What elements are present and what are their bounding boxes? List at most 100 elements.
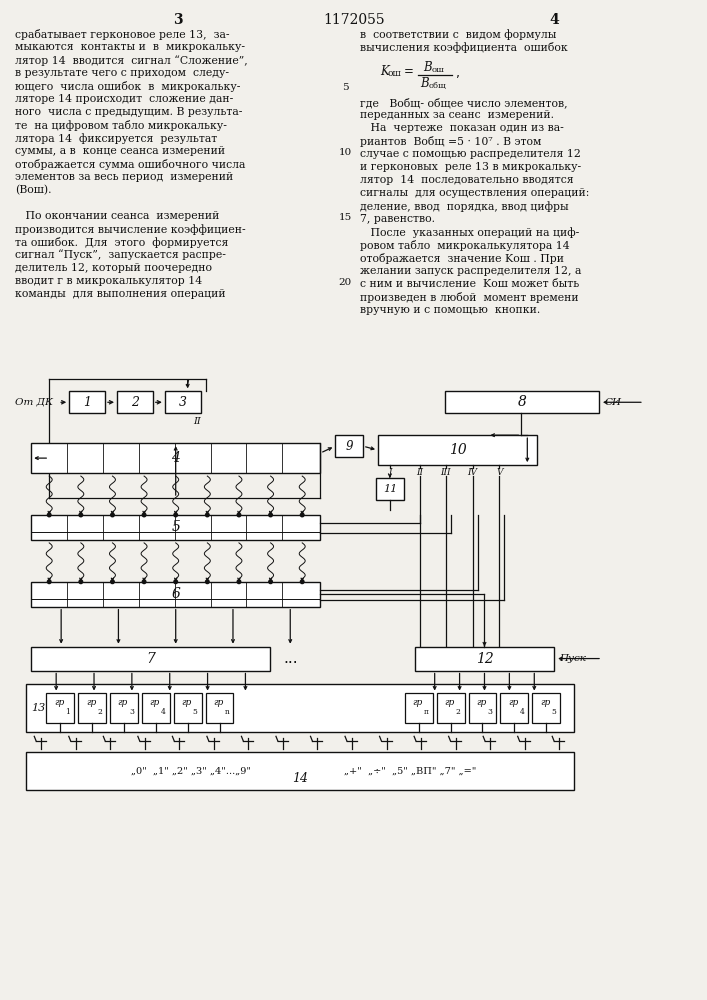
Bar <box>532 693 560 723</box>
Text: n: n <box>225 708 229 716</box>
Bar <box>46 693 74 723</box>
Text: По окончании сеанса  измерений: По окончании сеанса измерений <box>16 211 220 221</box>
Bar <box>26 752 574 790</box>
Text: общ: общ <box>428 82 446 90</box>
Text: п: п <box>423 708 428 716</box>
Bar <box>26 684 574 732</box>
Circle shape <box>206 580 209 584</box>
Text: ош: ош <box>432 66 445 74</box>
Text: сигнал “Пуск”,  запускается распре-: сигнал “Пуск”, запускается распре- <box>16 250 226 260</box>
Text: 4: 4 <box>171 451 180 465</box>
Bar <box>78 693 106 723</box>
Text: 5: 5 <box>171 520 180 534</box>
Text: 4: 4 <box>520 708 524 716</box>
Text: отображается  значение Kош . При: отображается значение Kош . При <box>360 253 564 264</box>
Text: II: II <box>193 417 201 426</box>
Circle shape <box>269 513 272 517</box>
Text: делитель 12, который поочередно: делитель 12, который поочередно <box>16 263 212 273</box>
Text: II: II <box>416 468 423 477</box>
Text: гр: гр <box>445 698 455 707</box>
Text: вручную и с помощью  кнопки.: вручную и с помощью кнопки. <box>360 305 540 315</box>
Text: риантов  Bобщ =5 · 10⁷ . В этом: риантов Bобщ =5 · 10⁷ . В этом <box>360 136 542 147</box>
Text: где   Bобщ- общее число элементов,: где Bобщ- общее число элементов, <box>360 97 568 108</box>
Bar <box>31 582 320 607</box>
Text: производится вычисление коэффициен-: производится вычисление коэффициен- <box>16 224 246 235</box>
Circle shape <box>142 513 146 517</box>
Text: 10: 10 <box>449 443 467 457</box>
Bar <box>117 391 153 413</box>
Bar <box>174 693 201 723</box>
Text: 3: 3 <box>173 13 182 27</box>
Text: 1: 1 <box>65 708 70 716</box>
Text: 5: 5 <box>551 708 556 716</box>
Text: гр: гр <box>413 698 423 707</box>
Text: IV: IV <box>467 468 477 477</box>
Text: ляторе 14 происходит  сложение дан-: ляторе 14 происходит сложение дан- <box>16 94 233 104</box>
Text: 9: 9 <box>345 440 353 453</box>
Circle shape <box>111 513 115 517</box>
Text: гр: гр <box>86 698 96 707</box>
Circle shape <box>111 580 115 584</box>
Text: мыкаются  контакты и  в  микрокальку-: мыкаются контакты и в микрокальку- <box>16 42 245 52</box>
Bar <box>110 693 138 723</box>
Text: ровом табло  микрокалькулятора 14: ровом табло микрокалькулятора 14 <box>360 240 570 251</box>
Text: 6: 6 <box>171 587 180 601</box>
Circle shape <box>237 513 241 517</box>
Text: гр: гр <box>214 698 223 707</box>
Bar <box>165 391 201 413</box>
Text: СИ: СИ <box>605 398 622 407</box>
Text: и герконовых  реле 13 в микрокальку-: и герконовых реле 13 в микрокальку- <box>360 162 581 172</box>
Text: 20: 20 <box>339 278 351 287</box>
Text: переданных за сеанс  измерений.: переданных за сеанс измерений. <box>360 110 554 120</box>
Text: Пуск: Пуск <box>559 654 586 663</box>
Circle shape <box>174 513 177 517</box>
Text: срабатывает герконовое реле 13,  за-: срабатывает герконовое реле 13, за- <box>16 29 230 40</box>
Text: гр: гр <box>150 698 160 707</box>
Text: 7: 7 <box>146 652 156 666</box>
Text: деление, ввод  порядка, ввод цифры: деление, ввод порядка, ввод цифры <box>360 201 568 212</box>
Bar <box>142 693 170 723</box>
Text: 15: 15 <box>339 213 351 222</box>
Text: лятор 14  вводится  сигнал “Сложение”,: лятор 14 вводится сигнал “Сложение”, <box>16 55 248 66</box>
Text: 8: 8 <box>518 395 526 409</box>
Text: случае с помощью распределителя 12: случае с помощью распределителя 12 <box>360 149 581 159</box>
Text: На  чертеже  показан один из ва-: На чертеже показан один из ва- <box>360 123 563 133</box>
Text: =: = <box>404 65 414 78</box>
Text: 1172055: 1172055 <box>323 13 385 27</box>
Circle shape <box>79 513 83 517</box>
Bar <box>469 693 496 723</box>
Text: I: I <box>186 379 189 388</box>
Circle shape <box>174 580 177 584</box>
Text: 10: 10 <box>339 148 351 157</box>
Text: вычисления коэффициента  ошибок: вычисления коэффициента ошибок <box>360 42 568 53</box>
Bar <box>69 391 105 413</box>
Text: 14: 14 <box>292 772 308 785</box>
Text: гр: гр <box>508 698 518 707</box>
Bar <box>335 435 363 457</box>
Circle shape <box>269 580 272 584</box>
Text: После  указанных операций на циф-: После указанных операций на циф- <box>360 227 579 238</box>
Text: те  на цифровом табло микрокальку-: те на цифровом табло микрокальку- <box>16 120 227 131</box>
Bar <box>31 647 270 671</box>
Text: „+"  „÷"  „5" „ВП" „7" „=": „+" „÷" „5" „ВП" „7" „=" <box>344 767 476 776</box>
Text: гр: гр <box>540 698 550 707</box>
Circle shape <box>142 580 146 584</box>
Text: 4: 4 <box>549 13 559 27</box>
Text: 11: 11 <box>382 484 397 494</box>
Text: 5: 5 <box>192 708 197 716</box>
Text: ного  числа с предыдущим. В результа-: ного числа с предыдущим. В результа- <box>16 107 243 117</box>
Text: 1: 1 <box>83 396 91 409</box>
Text: III: III <box>440 468 451 477</box>
Text: суммы, а в  конце сеанса измерений: суммы, а в конце сеанса измерений <box>16 146 226 156</box>
Circle shape <box>300 580 304 584</box>
Text: ...: ... <box>283 651 298 666</box>
Text: 3: 3 <box>129 708 134 716</box>
Text: K: K <box>380 65 389 78</box>
Text: 5: 5 <box>341 83 349 92</box>
Text: гр: гр <box>118 698 128 707</box>
Text: элементов за весь период  измерений: элементов за весь период измерений <box>16 172 233 182</box>
Bar <box>445 391 599 413</box>
Text: B: B <box>420 77 428 90</box>
Text: произведен в любой  момент времени: произведен в любой момент времени <box>360 292 578 303</box>
Text: ,: , <box>455 67 460 80</box>
